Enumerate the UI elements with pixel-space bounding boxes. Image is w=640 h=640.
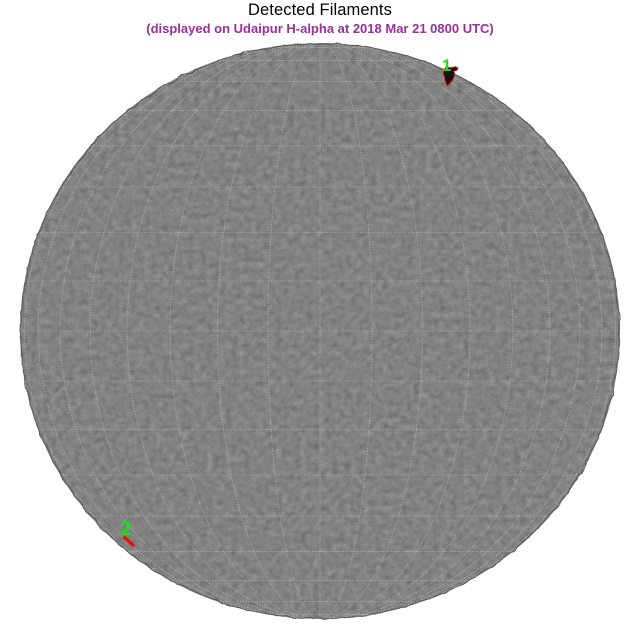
svg-text:1: 1 <box>442 56 451 75</box>
